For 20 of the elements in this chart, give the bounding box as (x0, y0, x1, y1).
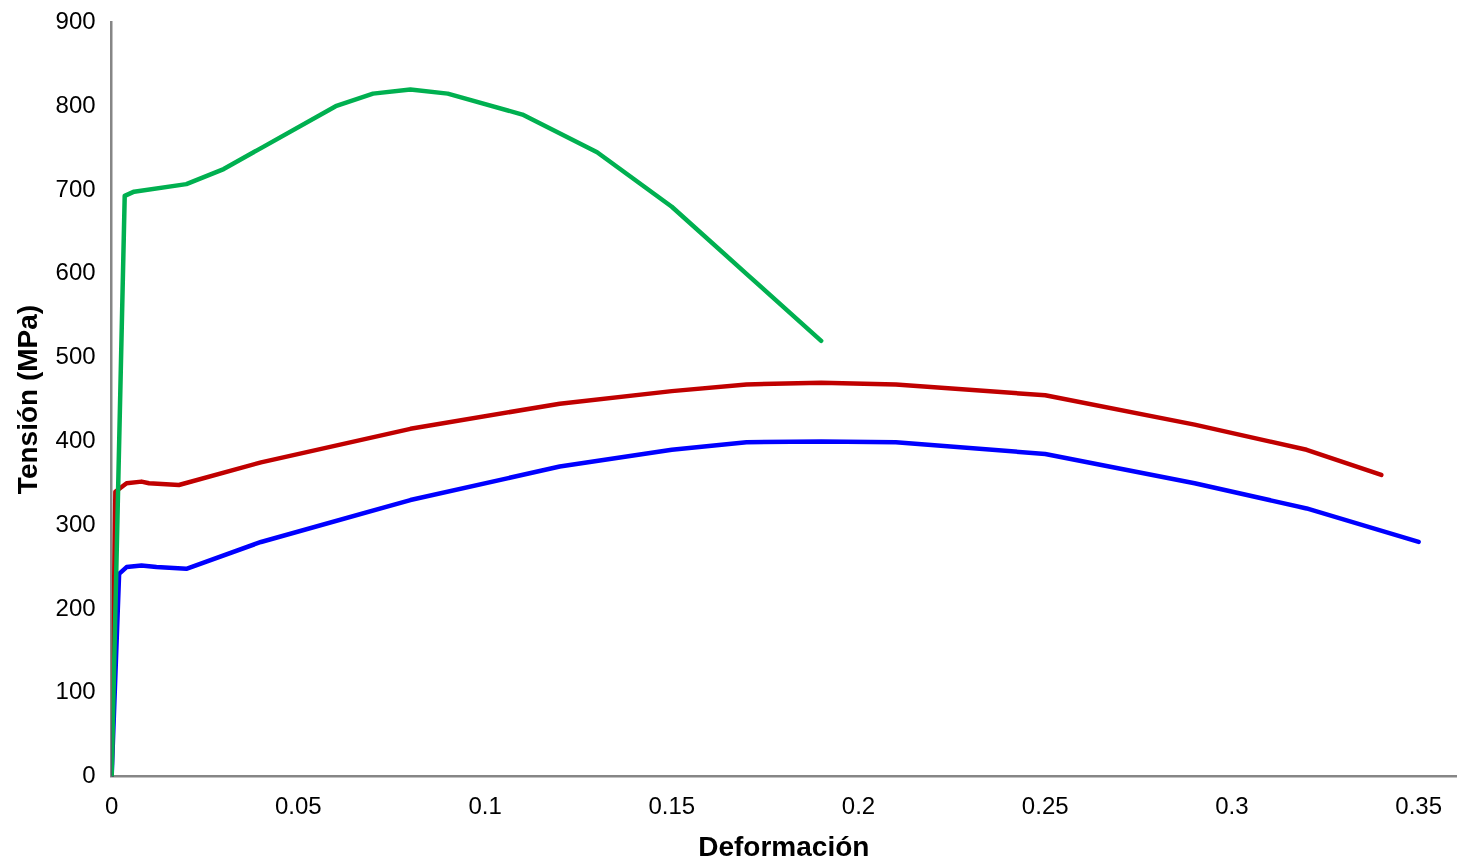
y-tick-label: 700 (55, 174, 96, 202)
y-tick-label: 100 (55, 677, 96, 705)
x-tick-label: 0.25 (1021, 791, 1069, 819)
x-axis-title: Deformación (698, 830, 870, 862)
y-tick-label: 0 (82, 761, 96, 789)
y-tick-label: 200 (55, 593, 96, 621)
y-axis-title: Tensión (MPa) (11, 304, 43, 495)
x-tick-label: 0.05 (275, 791, 322, 819)
x-tick-label: 0.35 (1395, 791, 1443, 819)
x-tick-label: 0.3 (1215, 791, 1249, 819)
y-tick-label: 800 (55, 90, 96, 118)
y-tick-label: 400 (55, 426, 96, 454)
y-tick-label: 900 (55, 7, 96, 35)
x-tick-label: 0.2 (841, 791, 876, 819)
x-tick-label: 0.1 (468, 791, 502, 819)
y-tick-label: 300 (55, 509, 96, 537)
y-tick-label: 500 (55, 342, 96, 370)
x-tick-label: 0 (104, 791, 119, 819)
x-tick-label: 0.15 (648, 791, 696, 819)
y-tick-label: 600 (55, 258, 96, 286)
